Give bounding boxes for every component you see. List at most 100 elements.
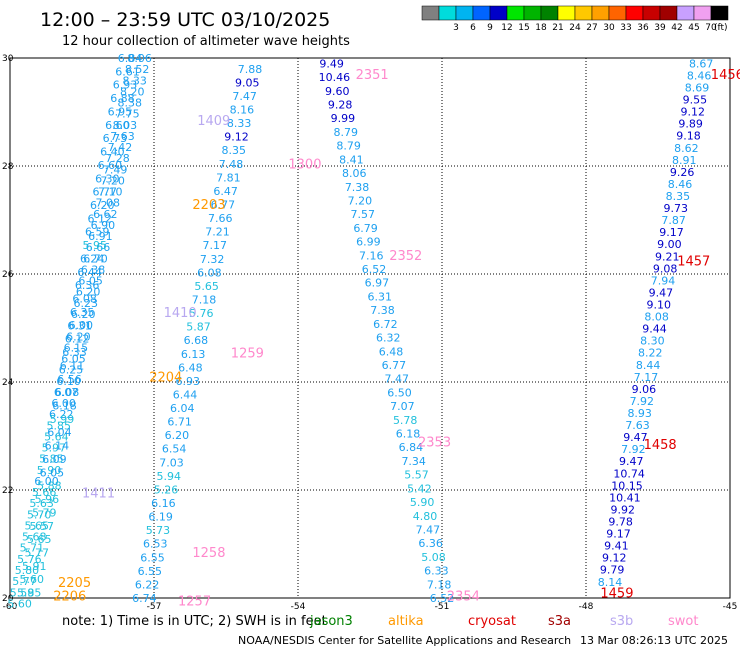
wave-height-point: 7.87 (661, 214, 686, 227)
legend-bin-label: 21 (552, 23, 563, 33)
wave-height-point: 6.88 (110, 92, 135, 105)
x-tick-label: -54 (291, 602, 306, 612)
wave-height-point: 6.20 (71, 308, 96, 321)
wave-height-point: 6.72 (373, 318, 398, 331)
wave-height-point: 6.20 (76, 286, 101, 299)
wave-height-point: 6.25 (59, 364, 84, 377)
wave-height-point: 5.08 (421, 551, 446, 564)
wave-height-point: 5.71 (20, 542, 45, 555)
wave-height-point: 10.74 (613, 467, 645, 480)
wave-height-point: 8.67 (689, 57, 714, 70)
wave-height-point: 8.46 (687, 69, 712, 82)
legend-bin-label: 30 (603, 23, 615, 33)
wave-height-point: 5.65 (194, 280, 219, 293)
wave-height-point: 8.22 (638, 347, 663, 360)
wave-height-point: 5.26 (154, 483, 179, 496)
wave-height-point: 6.11 (60, 359, 85, 372)
wave-height-point: 6.22 (135, 578, 160, 591)
wave-height-point: 9.47 (649, 286, 674, 299)
wave-height-point: 6.38 (81, 263, 106, 276)
wave-height-point: 6.56 (57, 373, 82, 386)
wave-height-values: 8.068.528.338.208.387.758.037.637.427.28… (7, 52, 713, 610)
pass-label: 2352 (389, 249, 422, 264)
wave-height-point: 6.33 (424, 565, 449, 578)
wave-height-point: 6.22 (49, 408, 74, 421)
wave-height-point: 6.93 (175, 375, 200, 388)
wave-height-point: 6.09 (42, 453, 67, 466)
wave-height-point: 6.74 (132, 592, 157, 605)
pass-label: 2205 (58, 576, 91, 591)
plot-frame (9, 57, 731, 599)
wave-height-point: 9.00 (657, 238, 682, 251)
wave-height-point: 6.00 (51, 397, 76, 410)
pass-label: 2206 (53, 589, 86, 604)
wave-height-point: 8.35 (666, 190, 691, 203)
satellite-name: swot (668, 614, 698, 629)
satellite-name: cryosat (468, 614, 516, 629)
wave-height-point: 9.05 (235, 76, 260, 89)
satellite-name: altika (388, 614, 424, 629)
wave-height-point: 5.59 (10, 586, 35, 599)
wave-height-point: 9.49 (319, 57, 344, 70)
wave-height-point: 5.79 (32, 506, 57, 519)
wave-height-point: 6.14 (45, 440, 70, 453)
pass-label: 1458 (644, 438, 677, 453)
legend-swatch (472, 5, 491, 21)
wave-height-point: 9.73 (663, 202, 688, 215)
satellite-key: jason3 altika cryosat s3a s3b swot (309, 614, 698, 629)
wave-height-point: 5.78 (393, 414, 418, 427)
wave-height-point: 6.32 (376, 332, 401, 345)
y-tick-label: 30 (2, 54, 14, 64)
wave-height-point: 6.66 (86, 241, 111, 254)
wave-height-point: 7.03 (159, 456, 184, 469)
legend-bin-label: 18 (535, 23, 547, 33)
wave-height-point: 9.28 (328, 99, 353, 112)
wave-height-point: 6.77 (382, 359, 407, 372)
legend-bin-label: 36 (637, 23, 649, 33)
pass-label: 1456 (711, 68, 740, 83)
wave-height-point: 9.10 (647, 299, 672, 312)
wave-height-point: 6.18 (52, 399, 77, 412)
legend-bin-label: 3 (453, 23, 459, 33)
wave-height-point: 6.48 (178, 361, 203, 374)
wave-height-point: 8.30 (640, 335, 665, 348)
chart-title: 12:00 – 23:59 UTC 03/10/2025 (40, 9, 330, 31)
y-tick-label: 20 (2, 594, 14, 604)
wave-height-point: 6.99 (356, 236, 381, 249)
wave-height-point: 7.20 (348, 194, 373, 207)
wave-height-point: 7.18 (427, 578, 452, 591)
pass-label: 1257 (178, 595, 211, 610)
wave-height-point: 6.90 (91, 219, 116, 232)
wave-height-point: 5.57 (30, 520, 55, 533)
wave-height-point: 9.41 (604, 540, 629, 553)
wave-height-point: 9.92 (610, 503, 635, 516)
legend-swatch (506, 5, 525, 21)
wave-height-point: 8.93 (627, 407, 652, 420)
wave-height-point: 7.63 (625, 419, 650, 432)
legend-swatch (710, 5, 729, 21)
wave-height-point: 9.55 (683, 94, 708, 107)
wave-height-point: 6.00 (69, 319, 94, 332)
wave-height-point: 6.54 (162, 443, 187, 456)
wave-height-point: 5.97 (42, 442, 67, 455)
wave-height-point: 7.18 (192, 293, 217, 306)
wave-height-point: 7.16 (359, 249, 384, 262)
wave-height-point: 6.30 (95, 172, 120, 185)
wave-height-point: 5.57 (404, 469, 429, 482)
wave-height-point: 7.42 (108, 141, 133, 154)
wave-height-point: 9.18 (676, 130, 701, 143)
legend-swatch (591, 5, 610, 21)
wave-height-point: 6.36 (75, 279, 100, 292)
x-tick-label: -45 (723, 602, 738, 612)
legend-bin-label: 42 (671, 23, 682, 33)
pass-label: 2354 (447, 589, 480, 604)
wave-height-point: 6.05 (40, 466, 65, 479)
wave-height-point: 8.35 (222, 144, 247, 157)
wave-height-point: 7.48 (219, 158, 244, 171)
wave-height-point: 6.44 (77, 266, 102, 279)
wave-height-point: 6.20 (90, 199, 115, 212)
satellite-name: s3b (610, 614, 633, 629)
wave-height-point: 5.42 (407, 482, 432, 495)
wave-height-point: 6.12 (65, 333, 90, 346)
